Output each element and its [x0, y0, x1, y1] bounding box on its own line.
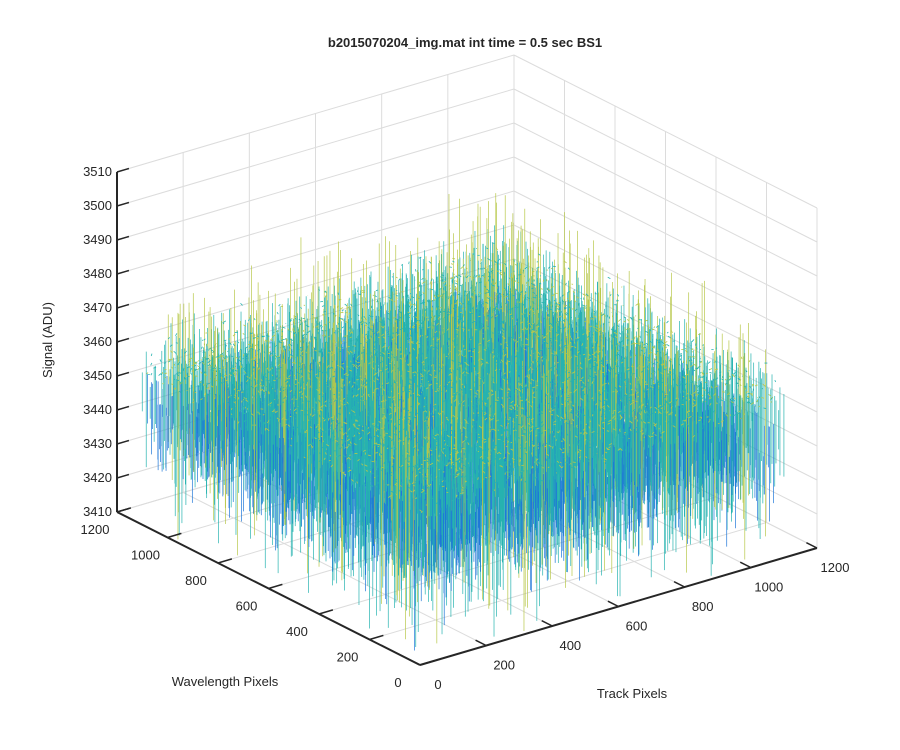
- surface-noise-spikes: [141, 193, 785, 651]
- wall-grid-line: [116, 156, 515, 275]
- wall-grid-line: [116, 88, 515, 207]
- wall-grid-line: [513, 156, 818, 311]
- wall-grid-line: [116, 54, 515, 173]
- wall-grid-line: [116, 190, 515, 309]
- wall-grid-line: [513, 88, 818, 243]
- wall-grid-line: [513, 54, 818, 209]
- wall-grid-line: [116, 224, 515, 343]
- wall-grid-line: [116, 122, 515, 241]
- surface-plot: [141, 193, 785, 651]
- wall-grid-line: [513, 122, 818, 277]
